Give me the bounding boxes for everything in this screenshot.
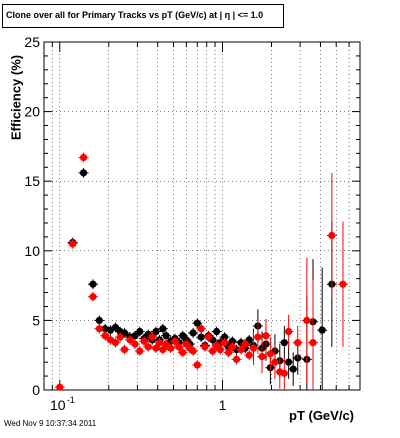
x-tick-label: 10 (50, 397, 66, 413)
data-point (224, 348, 233, 357)
data-point (209, 347, 217, 355)
data-point (69, 240, 77, 248)
chart-title-box: Clone over all for Primary Tracks vs pT … (2, 4, 284, 28)
data-point (89, 280, 97, 288)
y-tick-label: 15 (24, 173, 40, 189)
x-axis-label: pT (GeV/c) (289, 408, 355, 423)
data-point (197, 333, 205, 341)
timestamp-label: Wed Nov 9 10:37:34 2011 (4, 419, 97, 428)
data-point (159, 325, 167, 333)
data-point (254, 333, 262, 341)
data-point (193, 319, 201, 327)
y-tick-label: 0 (32, 382, 40, 398)
x-tick-label: 1 (219, 397, 227, 413)
data-point (193, 361, 201, 369)
data-point (79, 153, 88, 162)
data-point (285, 358, 293, 366)
data-point (318, 326, 326, 334)
data-point (179, 348, 187, 357)
data-point (101, 332, 109, 340)
data-point (126, 336, 134, 344)
data-point (216, 346, 224, 354)
data-point (56, 383, 64, 391)
y-tick-label: 20 (24, 104, 40, 120)
data-point (271, 358, 279, 366)
data-point (144, 343, 152, 351)
data-point (95, 325, 103, 333)
data-point (228, 337, 236, 345)
data-point (237, 346, 245, 354)
data-point (136, 347, 144, 355)
y-axis-label: Efficiency (%) (8, 54, 24, 141)
data-point (309, 339, 317, 347)
data-point (152, 344, 160, 352)
plot-frame (43, 41, 361, 391)
data-point (266, 350, 275, 358)
x-tick-label-exponent: -1 (67, 395, 75, 405)
data-point (89, 293, 97, 301)
data-point (241, 340, 249, 348)
data-point (152, 327, 160, 336)
data-point (189, 347, 197, 355)
data-point (162, 332, 170, 340)
data-point (294, 339, 302, 347)
data-point (155, 339, 164, 347)
data-point (136, 327, 144, 336)
data-point (328, 231, 336, 240)
data-point (197, 325, 205, 333)
chart-title: Clone over all for Primary Tracks vs pT … (6, 10, 264, 20)
data-point (262, 332, 270, 340)
data-point (280, 339, 288, 347)
data-point (204, 333, 213, 341)
data-point (285, 327, 293, 336)
data-point (232, 355, 241, 363)
data-point (245, 351, 253, 359)
data-point (111, 339, 120, 347)
data-point (79, 169, 88, 177)
data-point (249, 344, 258, 352)
data-point (289, 365, 297, 373)
data-point (162, 340, 170, 348)
data-point (220, 333, 229, 341)
data-point (303, 316, 311, 324)
data-point (131, 340, 139, 348)
data-point (228, 343, 236, 351)
data-point (189, 329, 197, 337)
data-point (120, 346, 129, 354)
data-point (95, 316, 103, 324)
data-point (159, 346, 167, 354)
data-point (140, 337, 148, 345)
data-point (339, 280, 347, 288)
y-tick-label: 25 (24, 34, 40, 50)
y-tick-label: 5 (32, 312, 40, 328)
data-point (131, 332, 139, 340)
data-point (171, 337, 179, 345)
y-tick-label: 10 (24, 243, 40, 259)
data-point (116, 333, 124, 341)
data-point (280, 369, 288, 377)
data-point (258, 352, 266, 361)
data-point (111, 323, 120, 331)
data-point (175, 343, 183, 351)
data-point (167, 344, 175, 352)
data-point (220, 339, 229, 347)
data-point (201, 343, 209, 351)
data-point (148, 333, 156, 341)
data-point (212, 327, 221, 336)
